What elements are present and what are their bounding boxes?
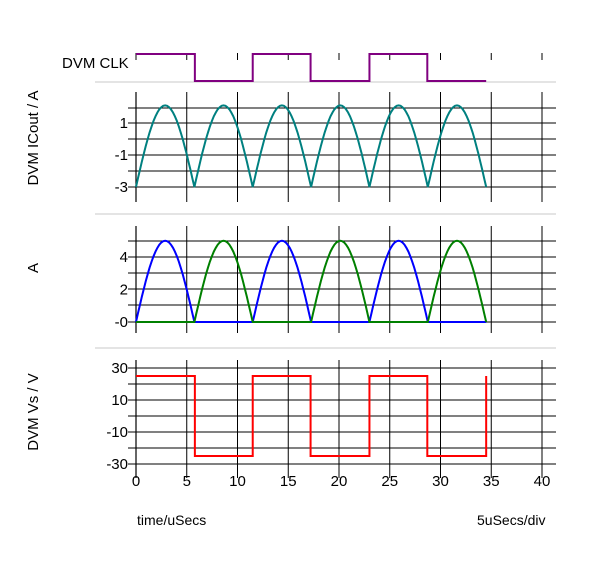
icout-trace [135, 104, 488, 188]
x-tick-label: 20 [331, 473, 348, 490]
icout-axis-label: DVM ICout / A [25, 90, 42, 185]
time-scale-label: 5uSecs/div [477, 512, 545, 528]
clk-trace [136, 53, 487, 82]
x-axis-label: time/uSecs [137, 512, 206, 528]
x-tick-label: 35 [483, 473, 500, 490]
y-tick-label: -3 [115, 179, 128, 196]
y-tick-label: -30 [106, 456, 128, 473]
y-tick-label: 2 [120, 282, 128, 299]
x-tick-label: 15 [280, 473, 297, 490]
y-tick-label: 4 [120, 249, 128, 266]
x-tick-label: 25 [381, 473, 398, 490]
x-tick-label: 40 [534, 473, 551, 490]
y-tick-label: -1 [115, 147, 128, 164]
x-tick-label: 0 [132, 473, 140, 490]
amps-trace-green [136, 239, 488, 323]
x-tick-label: 10 [229, 473, 246, 490]
vs-trace [136, 375, 488, 457]
y-tick-label: -10 [106, 424, 128, 441]
vs-axis-label: DVM Vs / V [25, 373, 42, 451]
clk-trace-label: DVM CLK [62, 55, 129, 72]
y-tick-label: 10 [111, 392, 128, 409]
y-tick-label: -0 [115, 314, 128, 331]
y-tick-label: 30 [111, 360, 128, 377]
y-tick-label: 1 [120, 115, 128, 132]
x-tick-label: 30 [432, 473, 449, 490]
amps-axis-label: A [25, 263, 42, 273]
amps-trace-blue [135, 239, 487, 323]
x-tick-label: 5 [183, 473, 191, 490]
